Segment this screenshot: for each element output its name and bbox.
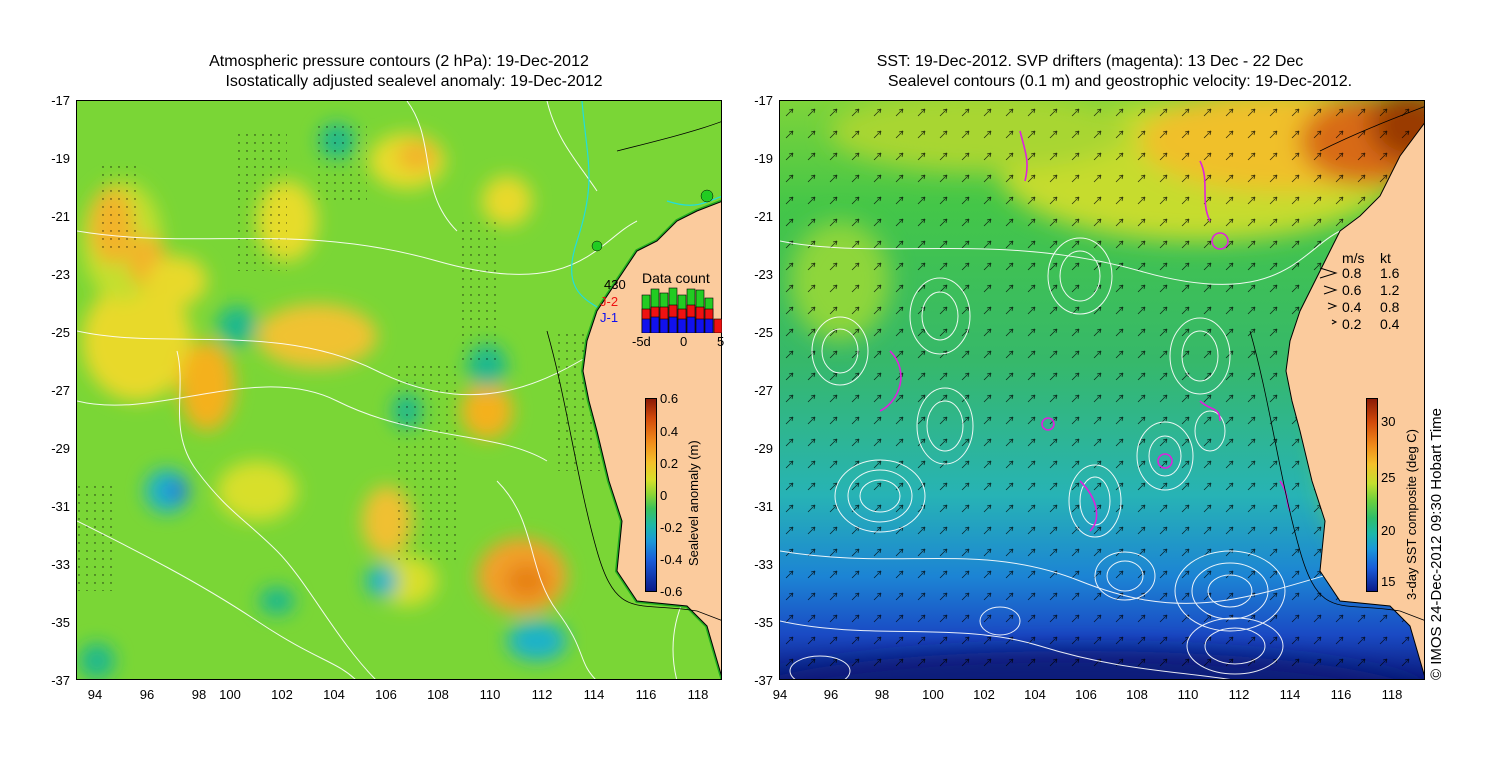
left-x-tick: 96 xyxy=(139,687,155,702)
right-x-tick: 108 xyxy=(1126,687,1148,702)
right-x-tick: 100 xyxy=(922,687,944,702)
right-x-tick: 110 xyxy=(1177,687,1199,702)
right-y-tick: -17 xyxy=(754,93,773,108)
right-y-tick: -29 xyxy=(754,441,773,456)
left-x-tick: 104 xyxy=(323,687,345,702)
right-x-tick: 94 xyxy=(772,687,788,702)
sealevel-colorbar-tick: 0.2 xyxy=(660,456,679,471)
velocity-legend-kt: 0.4 xyxy=(1380,316,1400,332)
velocity-legend-arrows xyxy=(1319,267,1338,325)
sst-colorbar xyxy=(1366,398,1378,592)
data-count-x-tick: 0 xyxy=(680,334,688,349)
right-x-tick: 114 xyxy=(1279,687,1301,702)
data-count-j1-label: J-1 xyxy=(600,310,619,325)
sealevel-colorbar-label: Sealevel anomaly (m) xyxy=(686,440,701,566)
data-count-x-tick: 5 xyxy=(717,334,725,349)
right-y-tick: -23 xyxy=(754,267,773,282)
velocity-legend-kt: 1.6 xyxy=(1380,265,1400,281)
sst-colorbar-tick: 20 xyxy=(1381,523,1396,538)
data-count-x-tick: -5d xyxy=(632,334,651,349)
data-count-j2-label: J-2 xyxy=(600,294,619,309)
left-title-line1: Atmospheric pressure contours (2 hPa): 1… xyxy=(209,53,589,70)
right-x-tick: 106 xyxy=(1075,687,1097,702)
left-y-tick: -29 xyxy=(51,441,70,456)
right-x-tick: 96 xyxy=(823,687,839,702)
data-count-histogram xyxy=(641,287,722,333)
right-y-tick: -31 xyxy=(754,499,773,514)
right-y-tick: -21 xyxy=(754,209,773,224)
velocity-legend-ms: 0.2 xyxy=(1342,316,1362,332)
left-y-tick: -35 xyxy=(51,615,70,630)
sealevel-colorbar-tick: -0.2 xyxy=(660,520,683,535)
velocity-legend-kt: 0.8 xyxy=(1380,299,1400,315)
left-x-tick: 102 xyxy=(271,687,293,702)
left-y-tick: -21 xyxy=(51,209,70,224)
left-x-tick: 98 xyxy=(191,687,207,702)
right-x-tick: 116 xyxy=(1330,687,1352,702)
sst-colorbar-tick: 30 xyxy=(1381,414,1396,429)
left-y-tick: -27 xyxy=(51,383,70,398)
right-x-tick: 118 xyxy=(1381,687,1403,702)
left-y-tick: -33 xyxy=(51,557,70,572)
sealevel-colorbar xyxy=(645,398,657,592)
copyright-text: © IMOS 24-Dec-2012 09:30 Hobart Time xyxy=(1428,407,1445,680)
velocity-legend-kt: 1.2 xyxy=(1380,282,1400,298)
velocity-legend-header-ms: m/s xyxy=(1342,250,1365,266)
right-title-line2: Sealevel contours (0.1 m) and geostrophi… xyxy=(887,73,1353,90)
velocity-legend-ms: 0.4 xyxy=(1342,299,1362,315)
left-y-tick: -25 xyxy=(51,325,70,340)
sst-colorbar-tick: 25 xyxy=(1381,470,1396,485)
left-x-tick: 106 xyxy=(375,687,397,702)
right-y-tick: -27 xyxy=(754,383,773,398)
right-x-tick: 98 xyxy=(874,687,890,702)
left-x-tick: 116 xyxy=(635,687,657,702)
velocity-legend-header-kt: kt xyxy=(1380,250,1391,266)
sst-colorbar-tick: 15 xyxy=(1381,574,1396,589)
left-x-tick: 94 xyxy=(87,687,103,702)
left-x-tick: 108 xyxy=(427,687,449,702)
velocity-legend-ms: 0.8 xyxy=(1342,265,1362,281)
right-y-tick: -35 xyxy=(754,615,773,630)
right-y-tick: -37 xyxy=(754,673,773,688)
right-y-tick: -33 xyxy=(754,557,773,572)
left-y-tick: -31 xyxy=(51,499,70,514)
sst-map[interactable] xyxy=(779,100,1425,680)
left-y-tick: -23 xyxy=(51,267,70,282)
left-x-tick: 110 xyxy=(479,687,501,702)
sealevel-colorbar-tick: 0 xyxy=(660,488,668,503)
left-y-tick: -19 xyxy=(51,151,70,166)
data-count-value: 430 xyxy=(604,277,626,292)
right-x-tick: 102 xyxy=(973,687,995,702)
right-y-tick: -25 xyxy=(754,325,773,340)
left-x-tick: 112 xyxy=(531,687,553,702)
left-x-tick: 114 xyxy=(583,687,605,702)
sealevel-colorbar-tick: -0.6 xyxy=(660,584,683,599)
sealevel-colorbar-tick: 0.6 xyxy=(660,391,679,406)
sealevel-colorbar-tick: 0.4 xyxy=(660,424,679,439)
right-x-tick: 104 xyxy=(1024,687,1046,702)
left-x-tick: 118 xyxy=(687,687,709,702)
velocity-legend-ms: 0.6 xyxy=(1342,282,1362,298)
right-title-line1: SST: 19-Dec-2012. SVP drifters (magenta)… xyxy=(876,53,1304,70)
sst-colorbar-label: 3-day SST composite (deg C) xyxy=(1404,429,1419,600)
right-x-tick: 112 xyxy=(1228,687,1250,702)
data-count-title: Data count xyxy=(642,270,710,286)
left-title-line2: Isostatically adjusted sealevel anomaly:… xyxy=(225,73,603,90)
left-x-tick: 100 xyxy=(219,687,241,702)
left-y-tick: -37 xyxy=(51,673,70,688)
right-y-tick: -19 xyxy=(754,151,773,166)
left-y-tick: -17 xyxy=(51,93,70,108)
sealevel-colorbar-tick: -0.4 xyxy=(660,552,683,567)
sealevel-anomaly-map[interactable] xyxy=(76,100,722,680)
